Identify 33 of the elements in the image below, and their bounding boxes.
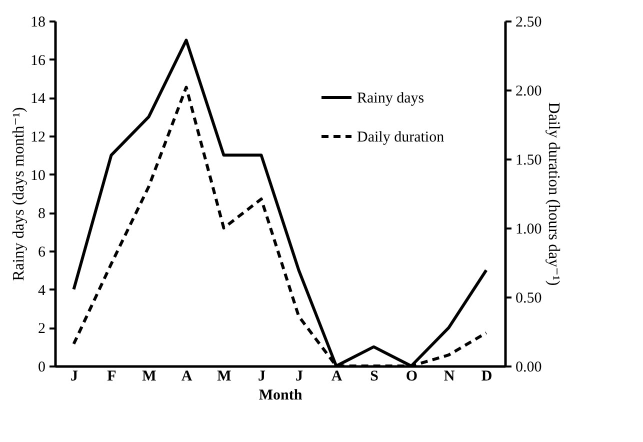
- y-tick-label: 12: [30, 130, 46, 146]
- y2-axis-title: Daily duration (hours day⁻¹): [544, 102, 562, 286]
- x-tick-label: M: [217, 368, 232, 384]
- x-tick-label: S: [370, 368, 378, 384]
- y-tick-label: 4: [38, 282, 46, 299]
- x-tick-label: A: [181, 368, 192, 384]
- legend-label: Rainy days: [357, 90, 424, 106]
- x-tick-label: D: [481, 368, 492, 384]
- y-tick-label: 6: [38, 244, 46, 260]
- y2-tick-label: 0.50: [516, 290, 542, 306]
- x-axis-title: Month: [258, 388, 303, 404]
- y2-tick-label: 1.00: [516, 222, 542, 238]
- x-tick-label: O: [406, 368, 418, 384]
- x-tick-label: M: [142, 368, 156, 384]
- x-tick-label: J: [258, 368, 266, 384]
- legend-label: Daily duration: [357, 130, 445, 146]
- y-tick-label: 16: [30, 52, 46, 69]
- y-tick-label: 18: [30, 14, 46, 30]
- x-tick-label: J: [70, 368, 78, 384]
- y2-tick-label: 1.50: [516, 152, 542, 168]
- y-tick-label: 14: [30, 91, 46, 108]
- x-tick-label: N: [444, 368, 455, 384]
- y2-tick-label: 0.00: [516, 360, 542, 376]
- y-tick-label: 10: [30, 168, 46, 184]
- y-tick-label: 2: [38, 321, 46, 338]
- y-tick-label: 0: [38, 360, 46, 376]
- y-tick-label: 8: [38, 206, 46, 222]
- x-tick-label: A: [331, 368, 342, 384]
- x-tick-label: F: [107, 368, 116, 384]
- x-tick-label: J: [296, 368, 304, 384]
- y2-tick-label: 2.00: [516, 84, 542, 100]
- y2-tick-label: 2.50: [516, 14, 542, 30]
- y-axis-title: Rainy days (days month⁻¹): [10, 107, 28, 281]
